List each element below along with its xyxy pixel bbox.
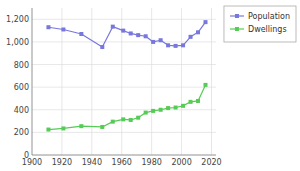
marker: [144, 34, 148, 38]
grid-line: [32, 87, 216, 88]
x-tick-label: 1960: [112, 158, 132, 167]
x-tick-label: 2000: [171, 158, 191, 167]
grid-line: [32, 8, 33, 155]
marker: [79, 124, 83, 128]
marker: [159, 108, 163, 112]
series: [46, 20, 207, 49]
legend-box: [224, 6, 296, 42]
line: [48, 22, 205, 47]
marker: [100, 125, 104, 129]
marker: [174, 44, 178, 48]
legend-entry: Population: [230, 12, 290, 21]
grid-line: [211, 8, 212, 155]
marker: [136, 116, 140, 120]
series: [46, 83, 207, 132]
x-tick-label: 1940: [82, 158, 102, 167]
legend: Population Dwellings: [224, 6, 296, 42]
line: [48, 85, 205, 130]
legend-entry: Dwellings: [230, 25, 287, 34]
marker: [151, 109, 155, 113]
grid-line: [32, 155, 216, 156]
marker: [203, 83, 207, 87]
marker: [111, 25, 115, 29]
y-tick-label: 1,000: [6, 38, 29, 47]
marker: [166, 43, 170, 47]
marker: [121, 29, 125, 33]
marker: [166, 106, 170, 110]
grid-line: [151, 8, 152, 155]
marker: [129, 31, 133, 35]
marker: [100, 45, 104, 49]
y-tick-label: 600: [14, 83, 29, 92]
x-tick-label: 1920: [52, 158, 72, 167]
x-tick-label: 1980: [141, 158, 161, 167]
marker: [174, 106, 178, 110]
grid-line: [32, 132, 216, 133]
marker: [79, 32, 83, 36]
marker: [196, 30, 200, 34]
marker: [181, 104, 185, 108]
legend-label: Dwellings: [248, 25, 287, 34]
marker: [111, 120, 115, 124]
grid-line: [32, 41, 216, 42]
y-tick-label: 200: [14, 128, 29, 137]
marker: [159, 38, 163, 42]
grid-line: [32, 19, 216, 20]
marker: [189, 35, 193, 39]
marker: [189, 100, 193, 104]
legend-marker: [235, 27, 239, 31]
y-tick-label: 800: [14, 61, 29, 70]
chart: 02004006008001,0001,20019001920194019601…: [0, 0, 300, 171]
marker: [46, 128, 50, 132]
y-axis-line: [32, 8, 33, 155]
x-axis-line: [32, 155, 216, 156]
marker: [203, 20, 207, 24]
x-tick-label: 1900: [22, 158, 42, 167]
marker: [144, 111, 148, 115]
marker: [61, 27, 65, 31]
grid-line: [32, 64, 216, 65]
marker: [121, 117, 125, 121]
marker: [196, 99, 200, 103]
legend-marker: [235, 14, 239, 18]
grid-line: [181, 8, 182, 155]
x-tick-label: 2020: [201, 158, 221, 167]
marker: [136, 33, 140, 37]
marker: [61, 126, 65, 130]
y-tick-label: 400: [14, 106, 29, 115]
marker: [181, 43, 185, 47]
grid-line: [91, 8, 92, 155]
legend-label: Population: [248, 12, 290, 21]
grid-line: [32, 109, 216, 110]
plot-area: [46, 20, 207, 131]
axes: 02004006008001,0001,20019001920194019601…: [6, 8, 222, 167]
marker: [151, 40, 155, 44]
marker: [129, 118, 133, 122]
y-tick-label: 1,200: [6, 15, 29, 24]
marker: [46, 25, 50, 29]
